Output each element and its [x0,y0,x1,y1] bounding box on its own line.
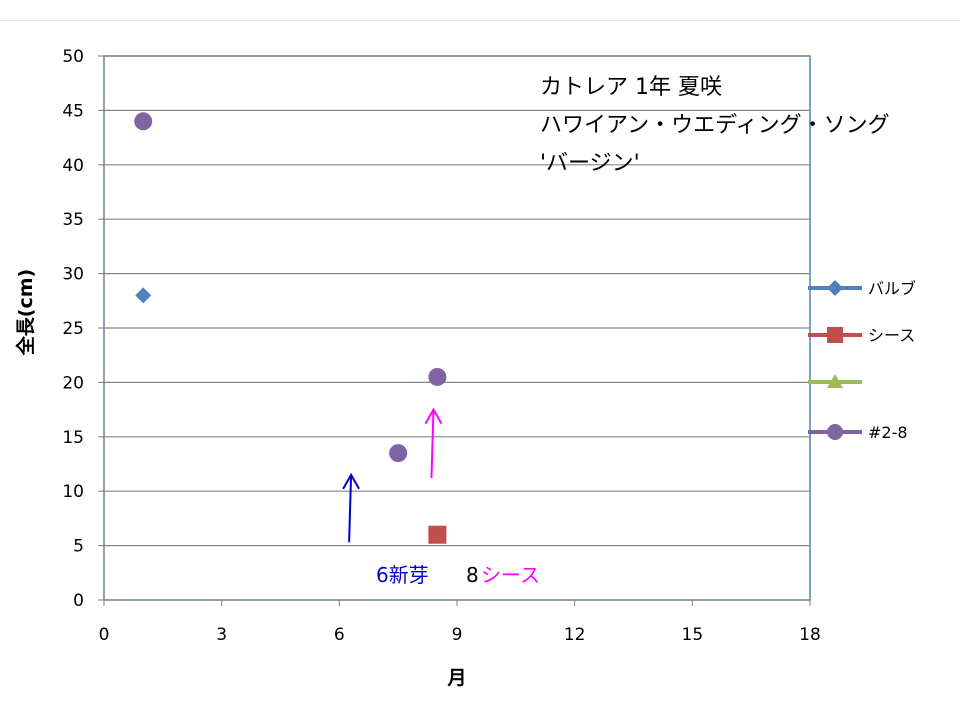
sheath-arrow-shaft [430,409,435,479]
x-tick-label: 9 [452,625,463,645]
top-divider [0,20,960,21]
x-tick-label: 18 [799,625,821,645]
data-point-circle [389,444,408,463]
y-tick-label: 45 [62,101,84,121]
chart-title-line-3: 'バージン' [540,151,640,176]
annotation-sheath: シース [481,563,540,587]
legend-label: シース [868,326,915,345]
new-bud-arrow [342,472,360,543]
y-tick-label: 50 [62,47,84,67]
sheath-arrow [424,407,443,479]
y-tick-label: 20 [62,373,84,393]
legend-marker-diamond [827,280,843,296]
data-points [134,112,447,544]
y-tick-label: 35 [62,210,84,230]
x-tick-label: 6 [334,625,345,645]
y-tick-label: 5 [73,537,84,557]
data-point-square [428,525,447,544]
data-point-circle [134,112,153,131]
legend-label: #2-8 [868,423,908,442]
y-axis-title: 全長(cm) [14,269,37,356]
chart-title-line-2: ハワイアン・ウエディング・ソング [540,113,890,138]
y-tick-labels: 0 5 10 15 20 25 30 35 40 45 50 [62,47,84,611]
y-tick-label: 0 [73,591,84,611]
legend-item: シース [808,326,915,345]
annotation-sheath-number: 8 [466,563,479,587]
x-tick-label: 15 [682,625,704,645]
legend-item: #2-8 [808,423,908,442]
legend-item [808,374,862,388]
chart-title-line-1: カトレア 1年 夏咲 [540,75,722,100]
legend-label: バルブ [868,279,916,298]
y-tick-label: 15 [62,428,84,448]
data-point-circle [428,367,447,386]
legend-marker-circle [827,424,843,440]
x-axis-title: 月 [446,667,466,689]
annotations [342,407,443,543]
x-tick-label: 3 [216,625,227,645]
y-tick-label: 25 [62,319,84,339]
x-tick-label: 0 [99,625,110,645]
annotation-new-bud: 6新芽 [376,563,429,587]
y-tick-label: 10 [62,482,84,502]
sheath-arrow-head [424,407,443,425]
legend-item: バルブ [808,279,916,298]
new-bud-arrow-shaft [348,474,353,543]
new-bud-arrow-head [342,472,360,490]
legend-marker-triangle [827,374,843,388]
y-tick-label: 30 [62,265,84,285]
x-tick-label: 12 [564,625,586,645]
data-point-diamond [135,287,152,304]
legend-marker-square [827,327,843,343]
gridlines [98,55,811,606]
x-tick-labels: 0 3 6 9 12 15 18 [99,625,821,645]
y-tick-label: 40 [62,156,84,176]
